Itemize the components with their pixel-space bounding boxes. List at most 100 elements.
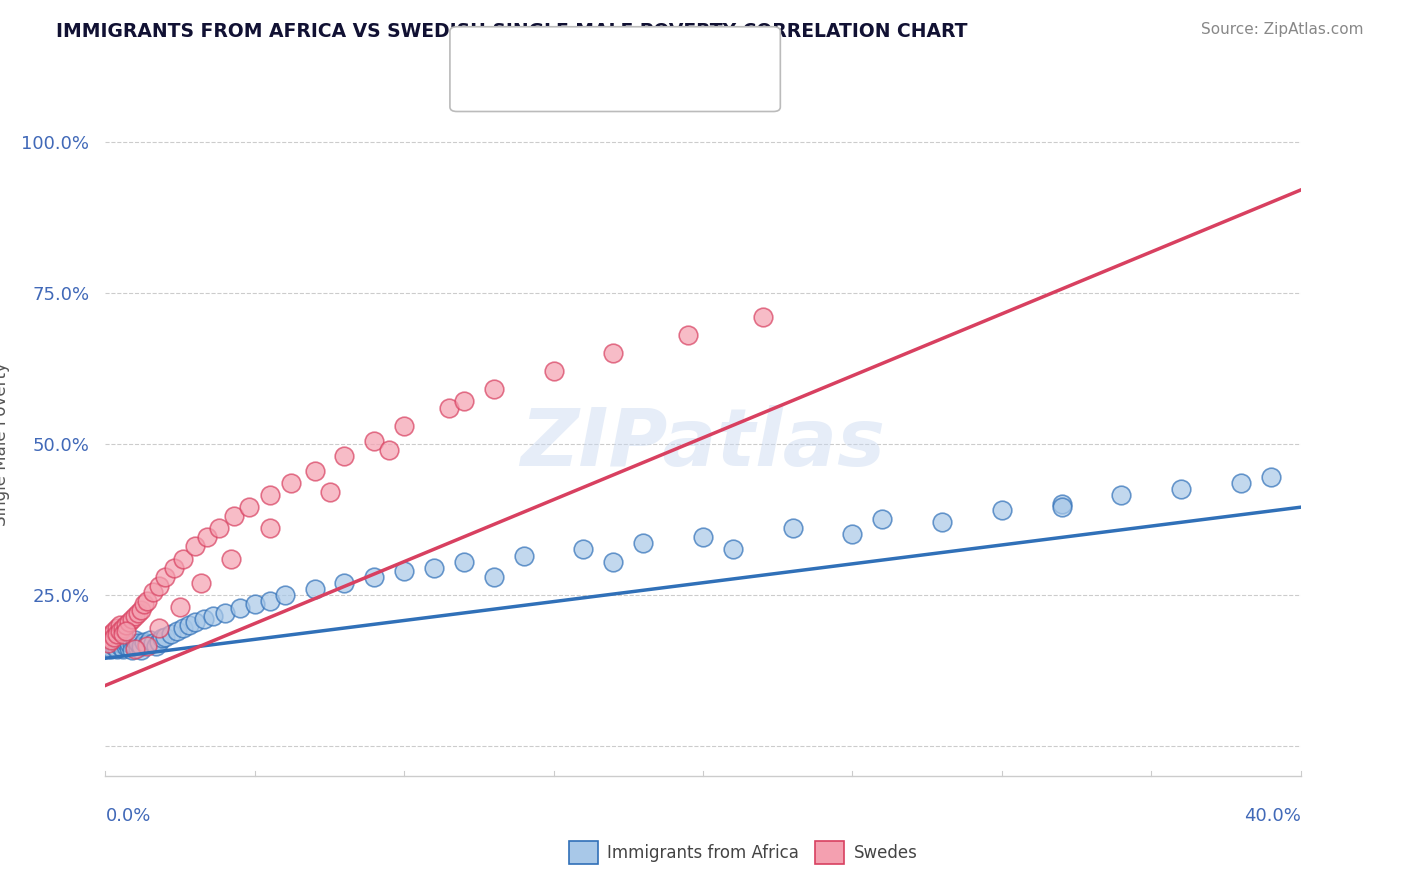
Point (363, 434, 385, 448)
Text: N =: N = (636, 51, 675, 69)
Point (110, 624, 132, 638)
Point (169, 599, 191, 614)
Text: 71: 71 (681, 51, 706, 69)
Point (124, 639, 146, 653)
Point (112, 621, 135, 635)
Point (751, 310, 773, 324)
Text: 53: 53 (681, 79, 706, 97)
Point (118, 636, 141, 650)
Point (1111, 488, 1133, 502)
Point (155, 630, 177, 644)
Text: N =: N = (636, 79, 675, 97)
Text: 0.0%: 0.0% (105, 807, 150, 825)
Point (513, 549, 536, 563)
Point (107, 636, 129, 650)
Point (259, 488, 281, 502)
Point (482, 570, 505, 584)
Point (163, 560, 186, 574)
Point (129, 603, 153, 617)
Point (110, 633, 132, 648)
Text: 40.0%: 40.0% (1244, 807, 1301, 825)
Point (222, 509, 245, 524)
Point (184, 615, 207, 629)
Point (115, 635, 138, 649)
Point (148, 635, 170, 649)
Point (363, 570, 385, 584)
Text: Swedes: Swedes (853, 844, 917, 862)
Point (280, 476, 302, 491)
Point (219, 551, 242, 566)
Point (214, 606, 236, 620)
Point (121, 612, 143, 626)
Point (166, 624, 188, 638)
FancyBboxPatch shape (471, 76, 502, 101)
Point (110, 618, 132, 632)
Point (721, 542, 744, 557)
Text: 0.473: 0.473 (561, 51, 617, 69)
Point (208, 521, 231, 535)
Point (139, 633, 162, 648)
Text: Immigrants from Africa: Immigrants from Africa (607, 844, 799, 862)
Point (103, 630, 125, 644)
Point (155, 570, 177, 584)
Point (107, 633, 129, 648)
Point (145, 639, 167, 653)
Point (136, 639, 159, 653)
Point (333, 575, 356, 590)
Point (124, 609, 146, 624)
Point (134, 597, 156, 611)
Point (142, 636, 165, 650)
Point (1050, 497, 1073, 511)
Point (602, 346, 624, 360)
Point (394, 564, 416, 578)
Point (121, 643, 143, 657)
Point (931, 516, 953, 530)
Point (103, 639, 125, 653)
Point (437, 401, 460, 415)
Point (202, 609, 225, 624)
Point (127, 636, 149, 650)
Point (107, 621, 129, 635)
Point (150, 632, 173, 646)
Point (148, 579, 170, 593)
Point (100, 633, 122, 648)
Point (1170, 482, 1192, 496)
Point (118, 615, 141, 629)
Point (100, 636, 122, 650)
Point (273, 588, 295, 602)
Point (160, 627, 183, 641)
Point (107, 642, 129, 657)
Point (243, 597, 266, 611)
FancyBboxPatch shape (815, 841, 844, 864)
Point (115, 624, 138, 638)
Point (124, 642, 146, 657)
Text: ZIPatlas: ZIPatlas (520, 405, 886, 483)
Point (453, 555, 475, 569)
Point (103, 630, 125, 644)
Point (633, 536, 655, 550)
Point (110, 636, 132, 650)
Point (1050, 500, 1073, 515)
Point (136, 594, 159, 608)
Point (304, 582, 326, 596)
Point (129, 639, 153, 653)
Point (318, 485, 340, 500)
Point (136, 637, 159, 651)
Point (172, 621, 194, 635)
Point (118, 640, 141, 655)
Point (841, 527, 863, 541)
Point (259, 521, 281, 535)
Point (97, 636, 120, 650)
Point (259, 594, 281, 608)
Point (127, 606, 149, 620)
Point (333, 449, 356, 463)
Point (100, 642, 122, 657)
Point (543, 364, 565, 378)
Point (872, 512, 894, 526)
Point (1260, 470, 1282, 484)
Point (692, 530, 714, 544)
Point (193, 612, 215, 626)
Point (177, 618, 201, 632)
Point (782, 521, 804, 535)
Text: R =: R = (516, 51, 555, 69)
